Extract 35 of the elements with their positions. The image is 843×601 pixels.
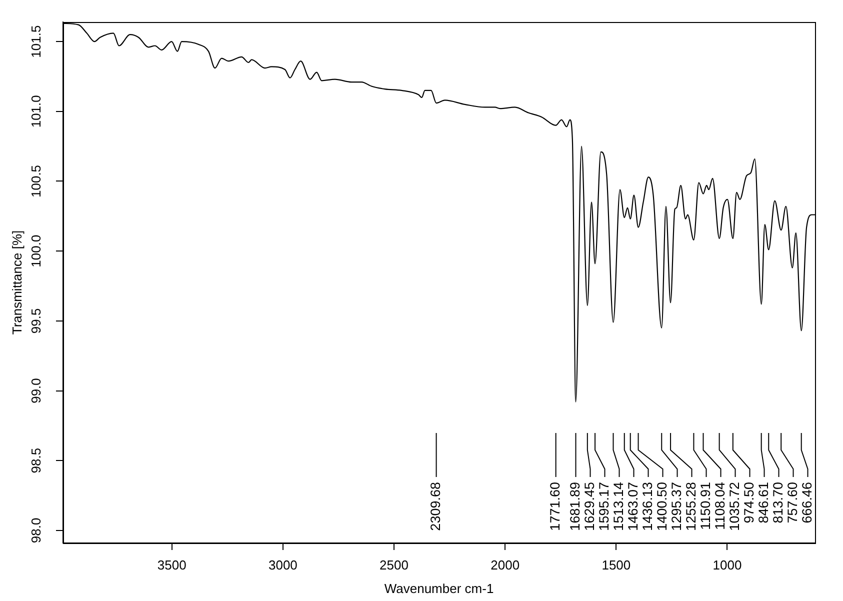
annotation: 1255.28: [683, 482, 698, 531]
y-tick-label: 98.0: [28, 518, 44, 544]
annotation: 1436.13: [640, 482, 655, 531]
annotation: 1150.91: [698, 482, 713, 530]
x-axis-title: Wavenumber cm-1: [384, 580, 494, 596]
y-tick-label: 101.0: [28, 95, 44, 128]
annotation: 2309.68: [428, 482, 444, 531]
annotation: 1108.04: [712, 482, 728, 530]
annotation: 1771.60: [548, 482, 563, 531]
annotation: 666.46: [799, 482, 814, 524]
y-tick-label: 100.5: [28, 164, 44, 198]
annotation: 1035.72: [726, 482, 742, 531]
annotation: 1463.07: [625, 482, 640, 531]
x-tick-label: 2500: [380, 557, 408, 572]
annotation: 1681.89: [567, 482, 582, 531]
y-axis-title: Transmittance [%]: [9, 230, 24, 335]
x-tick-label: 3000: [268, 557, 298, 572]
y-tick-label: 98.5: [28, 448, 44, 474]
annotation: 1629.45: [582, 482, 597, 531]
y-tick-label: 99.5: [28, 308, 44, 334]
annotation: 1513.14: [610, 482, 626, 531]
x-tick-label: 1500: [602, 557, 631, 572]
annotation: 846.61: [756, 482, 771, 524]
annotation: 974.50: [741, 482, 756, 524]
annotation: 1295.37: [668, 482, 684, 531]
y-tick-label: 100.0: [28, 234, 44, 268]
y-tick-label: 99.0: [28, 378, 44, 404]
annotation: 813.70: [770, 482, 786, 524]
x-tick-label: 1000: [712, 557, 742, 572]
annotation: 1595.17: [596, 482, 612, 531]
annotation: 757.60: [784, 482, 800, 524]
annotation: 1400.50: [654, 482, 670, 531]
x-tick-label: 3500: [157, 557, 186, 572]
x-tick-label: 2000: [490, 557, 520, 572]
y-tick-label: 101.5: [28, 25, 44, 58]
